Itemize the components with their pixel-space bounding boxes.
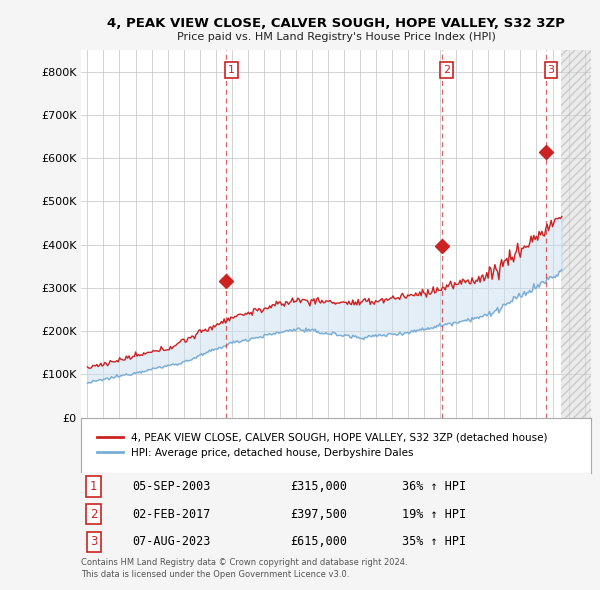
Text: Price paid vs. HM Land Registry's House Price Index (HPI): Price paid vs. HM Land Registry's House … bbox=[176, 32, 496, 41]
Text: 02-FEB-2017: 02-FEB-2017 bbox=[132, 507, 211, 520]
Text: £315,000: £315,000 bbox=[290, 480, 347, 493]
Text: 3: 3 bbox=[90, 535, 97, 548]
Text: 35% ↑ HPI: 35% ↑ HPI bbox=[403, 535, 466, 548]
Text: 2: 2 bbox=[443, 65, 450, 75]
Text: £397,500: £397,500 bbox=[290, 507, 347, 520]
Text: 07-AUG-2023: 07-AUG-2023 bbox=[132, 535, 211, 548]
Text: 05-SEP-2003: 05-SEP-2003 bbox=[132, 480, 211, 493]
Text: 4, PEAK VIEW CLOSE, CALVER SOUGH, HOPE VALLEY, S32 3ZP: 4, PEAK VIEW CLOSE, CALVER SOUGH, HOPE V… bbox=[107, 17, 565, 30]
Text: £615,000: £615,000 bbox=[290, 535, 347, 548]
Text: 2: 2 bbox=[90, 507, 97, 520]
Text: 36% ↑ HPI: 36% ↑ HPI bbox=[403, 480, 466, 493]
Legend: 4, PEAK VIEW CLOSE, CALVER SOUGH, HOPE VALLEY, S32 3ZP (detached house), HPI: Av: 4, PEAK VIEW CLOSE, CALVER SOUGH, HOPE V… bbox=[91, 427, 553, 463]
Text: 1: 1 bbox=[228, 65, 235, 75]
Text: 1: 1 bbox=[90, 480, 97, 493]
Text: 3: 3 bbox=[547, 65, 554, 75]
Text: 19% ↑ HPI: 19% ↑ HPI bbox=[403, 507, 466, 520]
Bar bbox=[560, 50, 591, 418]
Text: Contains HM Land Registry data © Crown copyright and database right 2024.
This d: Contains HM Land Registry data © Crown c… bbox=[81, 558, 407, 579]
